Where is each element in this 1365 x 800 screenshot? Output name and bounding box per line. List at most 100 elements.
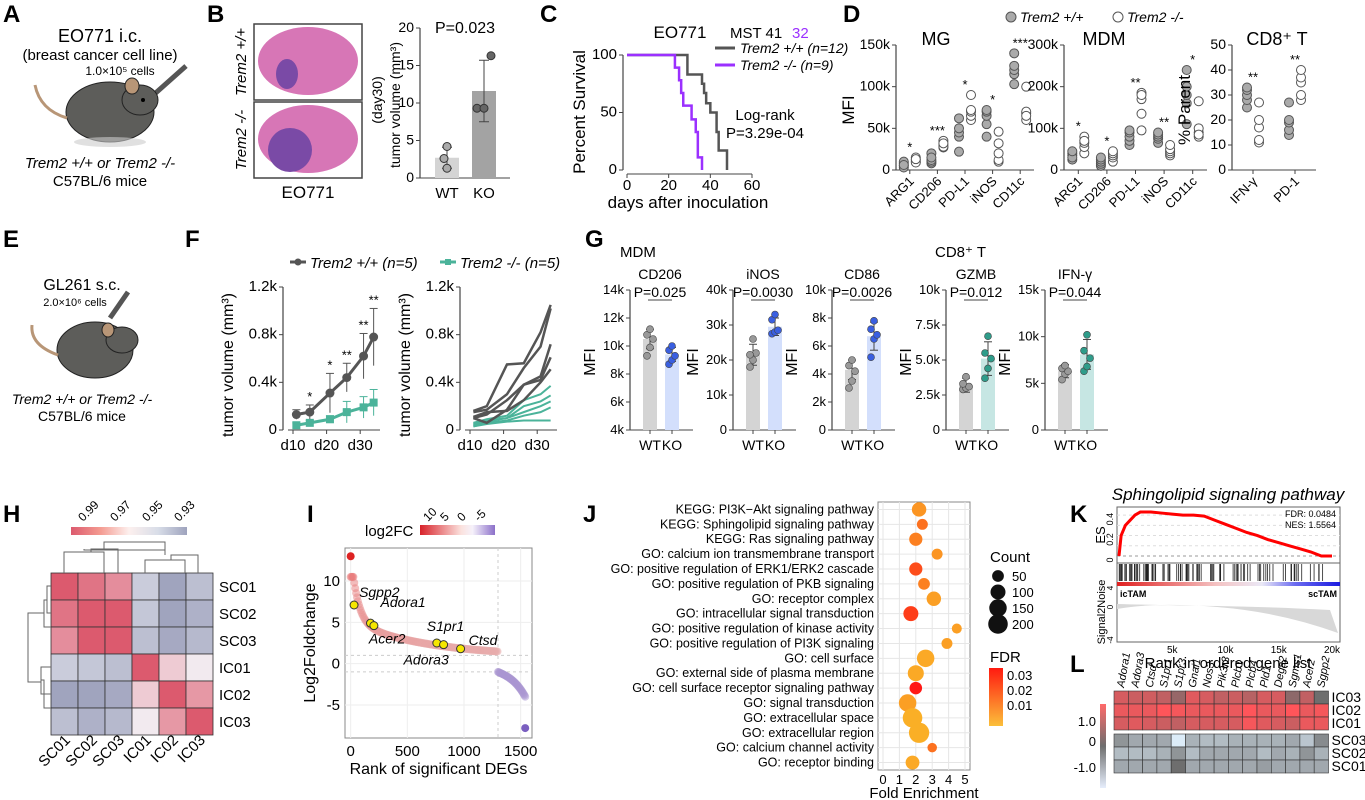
x-tick-label: WT [1054,437,1076,453]
heatmap-cell [1185,733,1201,748]
term-label: GO: external side of plasma membrane [656,666,874,680]
panel-b-day-label: (day30) [369,76,385,123]
enrichment-dot [908,722,930,743]
x-tick-label: WT [742,437,764,453]
y-tick-label: 10 [1210,136,1226,152]
y-tick-label: 150k [860,36,891,52]
data-point-ko [966,90,976,100]
data-point-ko [1254,135,1264,145]
data-point [848,377,856,385]
heatmap-cell [1256,716,1272,731]
term-label: GO: receptor binding [758,756,874,770]
y-axis-label: tumor volume (mm³) [387,42,403,168]
heatmap-cell [1213,703,1229,718]
heatmap-cell [77,626,106,655]
heatmap-cell [1285,703,1301,718]
data-point-ko [1136,125,1147,136]
x-tick-label: IFN-γ [1227,173,1260,206]
term-label: GO: intracellular signal transduction [676,607,874,621]
significance-marker: ** [1248,70,1258,85]
significance-marker: ** [1130,75,1140,90]
data-point-ko [966,105,976,115]
x-tick-label: 0 [346,743,354,760]
x-tick-label: PD-1 [1271,174,1303,206]
x-tick-label: WT [955,437,977,453]
dendrogram-row [41,679,51,709]
color-legend-title: FDR [990,649,1021,666]
col-label: IC02 [147,732,181,766]
y-tick-label: -5 [327,697,340,714]
y-tick-label: 0 [406,169,414,185]
term-label: GO: calcium channel activity [716,741,874,755]
data-point [962,372,970,381]
term-label: GO: positive regulation of PI3K signalin… [650,636,874,650]
panel-label-d: D [843,1,860,28]
panel-label-e: E [3,226,19,253]
signal2noise-area [1117,604,1338,633]
data-point-wt [1181,119,1192,130]
y-tick-label: 0.8k [249,326,278,343]
x-axis-label: Rank of significant DEGs [350,761,528,778]
panel-label-l: L [1070,651,1085,678]
x-tick-label: CD11c [989,173,1027,211]
enrichment-dot [907,665,924,682]
individual-line-wt [473,308,552,414]
y-tick-label: 40 [1210,61,1226,77]
survival-curve [627,53,704,170]
data-point [746,350,754,359]
x-tick-label: d20 [314,437,339,454]
term-label: KEGG: Sphingolipid signaling pathway [660,517,875,531]
significance-marker: ** [1290,52,1300,67]
y-tick-label: 2.5k [915,387,940,402]
heatmap-cell [185,653,214,682]
significance-marker: * [1190,52,1195,67]
col-label: IC03 [174,732,208,766]
y-tick-label: 10k [919,282,940,297]
y-tick-label: 10 [398,94,414,110]
data-point-wt [954,146,964,157]
panel-i-chart: 0 500 1000 1500-50510Sgpp2Adora1Acer2S1pr1A… [302,505,537,778]
subplot-title: MDM [1083,29,1126,49]
panel-label-j: J [583,501,596,528]
x-axis-label: Rank in ordered gene list [1145,655,1313,672]
y-tick-label: 5.0k [915,352,940,367]
heatmap-cell [1113,759,1129,774]
deg-point-down [521,692,530,701]
x-tick-label: 5 [961,772,968,787]
y-axis-label: % Parent [1175,75,1194,145]
y-tick-label: 4k [812,366,826,381]
data-point [671,351,679,360]
bar [746,354,760,430]
data-point-wt [1009,79,1020,90]
heatmap-cell [104,626,133,655]
data-point [668,342,676,350]
heatmap-cell [1256,703,1272,718]
y-tick-label: 0 [882,161,890,177]
color-scale-bar [71,527,187,535]
highlight-point [349,600,359,610]
data-point-wt [1284,115,1294,125]
data-point-wt [1181,81,1192,92]
heatmap-cell [50,680,79,709]
x-tick-label: WT [435,185,458,202]
data-point [851,367,859,376]
nes-text: NES: 1.5564 [1285,520,1336,530]
data-point-ko [1193,129,1204,140]
x-tick-label: WT [841,437,863,453]
significance-marker: * [327,357,332,372]
data-point-wt [1067,146,1078,157]
size-legend-dot [988,614,1008,634]
dendrogram-row [27,612,44,683]
y-axis-label: Percent Survival [570,50,589,174]
y-tick-label: 40k [706,282,727,297]
subplot-title: IFN-γ [1058,266,1092,282]
data-point-wt [305,407,315,417]
panel-label-b: B [207,1,224,28]
heatmap-cell [131,653,160,682]
panel-e-genotype: Trem2 +/+ or Trem2 -/- [12,391,153,407]
heatmap-cell [1170,716,1186,731]
heatmap-cell [185,680,214,709]
y-tick-label: 10k [706,387,727,402]
heatmap-cell [77,680,106,709]
enrichment-dot [909,681,923,695]
